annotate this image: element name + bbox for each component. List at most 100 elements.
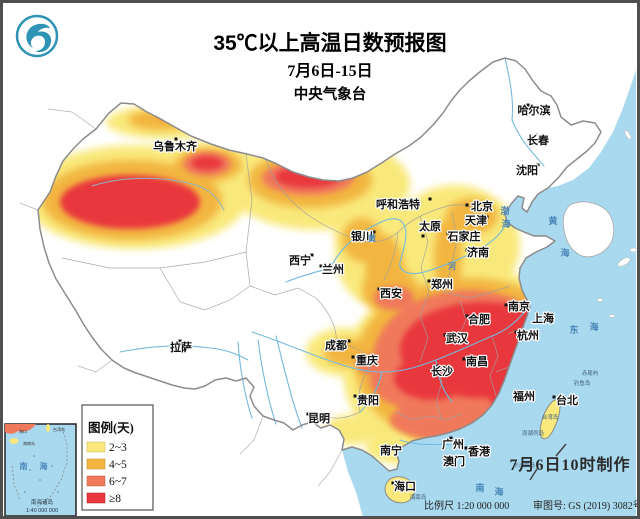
legend-label: 2~3 <box>109 442 127 454</box>
island-label: 海南岛 <box>410 493 427 501</box>
city-label: 香港 <box>467 444 491 458</box>
river-label: 黄 <box>368 233 376 243</box>
city-dot <box>534 133 538 137</box>
legend-label: 4~5 <box>109 459 127 471</box>
scale-text: 比例尺 1:20 000 000 <box>424 499 509 512</box>
city-label: 武汉 <box>446 331 469 345</box>
city-label: 合肥 <box>468 312 490 326</box>
logo-swirl <box>26 23 52 52</box>
legend-swatch <box>86 441 106 453</box>
inset-label: 海口 <box>19 428 27 434</box>
inset-label: 海南岛 <box>23 440 35 446</box>
sea-label: 海 <box>494 486 503 497</box>
city-label: 西安 <box>380 286 402 300</box>
tarim-river <box>91 177 225 211</box>
city-dot <box>552 395 556 399</box>
inset-sea-label: 南 海 <box>20 461 53 471</box>
city-dots <box>174 103 556 485</box>
city-dot <box>391 481 395 485</box>
city-dot <box>449 436 453 440</box>
city-dot <box>465 248 469 252</box>
sea-label: 黄 <box>548 215 557 226</box>
inset-boundary-dashes-west <box>11 465 21 501</box>
city-dot <box>178 339 182 343</box>
city-label: 南宁 <box>380 443 402 457</box>
city-label: 南昌 <box>466 354 488 368</box>
city-label: 北京 <box>471 199 493 213</box>
city-dot <box>535 311 539 315</box>
city-dot <box>446 231 450 235</box>
city-dot <box>514 330 518 334</box>
island-label: 台湾岛 <box>542 413 559 421</box>
city-dot <box>521 390 525 394</box>
city-label: 成都 <box>325 338 347 352</box>
city-label: 呼和浩特 <box>376 197 420 211</box>
rivers <box>119 57 545 446</box>
south-china-sea-inset: 海口 海南岛 台湾岛 南 海 南海诸岛 1:40 000 000 <box>4 423 77 517</box>
city-label: 重庆 <box>356 353 378 367</box>
city-dot <box>462 357 466 361</box>
inset-label: 台湾岛 <box>53 426 65 432</box>
city-label: 澳门 <box>443 454 465 468</box>
sea-label: 海 <box>560 247 569 258</box>
city-label: 福州 <box>512 389 535 403</box>
city-dot <box>310 253 314 257</box>
city-dot <box>306 412 310 416</box>
city-label: 上海 <box>532 311 554 325</box>
approval-number: 审图号: GS (2019) 3082号 <box>533 499 640 512</box>
made-at-text: 7月6日10时制作 <box>509 455 630 474</box>
city-label: 济南 <box>467 245 489 259</box>
logo-circle <box>15 14 59 58</box>
city-dot <box>319 264 323 268</box>
sea-label: 东 <box>569 324 578 335</box>
sea-label: 南 <box>475 482 484 493</box>
city-dot <box>427 279 431 283</box>
city-label: 沈阳 <box>516 163 538 177</box>
city-label: 兰州 <box>322 262 344 276</box>
city-dot <box>465 203 469 207</box>
legend-box <box>81 404 154 511</box>
legend-swatch <box>86 475 106 487</box>
city-dot <box>442 456 446 460</box>
city-label: 广州 <box>442 437 464 451</box>
legend-swatch <box>86 492 106 504</box>
legend-title: 图例(天) <box>88 420 134 435</box>
city-label: 长沙 <box>431 364 453 378</box>
maritime-boundary-dashes <box>529 443 567 481</box>
city-label: 杭州 <box>517 328 539 342</box>
legend: 图例(天) 2~3 4~5 6~7 ≥8 <box>81 404 154 511</box>
city-label: 海口 <box>394 479 416 493</box>
sea-label: 海 <box>589 321 598 332</box>
city-label: 乌鲁木齐 <box>153 139 198 153</box>
city-label: 贵阳 <box>357 393 379 407</box>
island-label: 东沙群岛 <box>513 461 536 469</box>
city-dot <box>353 394 357 398</box>
city-label: 哈尔滨 <box>518 103 551 117</box>
city-label: 太原 <box>418 219 441 233</box>
island-label: 钓鱼岛 <box>574 379 591 387</box>
island-label: 澎湖列岛 <box>522 429 545 437</box>
city-dot <box>464 446 468 450</box>
city-label: 南京 <box>508 299 530 313</box>
city-dot <box>421 234 425 238</box>
island-label: 赤尾屿 <box>582 369 599 377</box>
korea-peninsula <box>562 201 615 258</box>
inset-coast <box>5 424 36 434</box>
city-label: 长春 <box>527 133 550 147</box>
city-label: 郑州 <box>431 277 453 291</box>
city-dot <box>465 314 469 318</box>
city-label: 西宁 <box>289 253 311 267</box>
city-label: 石家庄 <box>447 229 481 243</box>
island-labels: 钓鱼岛 赤尾屿 澎湖列岛 东沙群岛 台湾岛 海南岛 <box>410 369 599 501</box>
city-dot <box>504 303 508 307</box>
inset-island-dots <box>24 455 59 493</box>
sea-area <box>342 70 636 517</box>
cma-logo-icon <box>15 14 59 58</box>
city-dot <box>387 444 391 448</box>
sea-label: 渤 <box>500 205 509 216</box>
legend-label: 6~7 <box>109 476 127 488</box>
city-labels: 乌鲁木齐 哈尔滨 长春 沈阳 呼和浩特 北京 天津 银川 太原 石家庄 济南 西… <box>152 102 579 494</box>
city-dot <box>377 287 381 291</box>
